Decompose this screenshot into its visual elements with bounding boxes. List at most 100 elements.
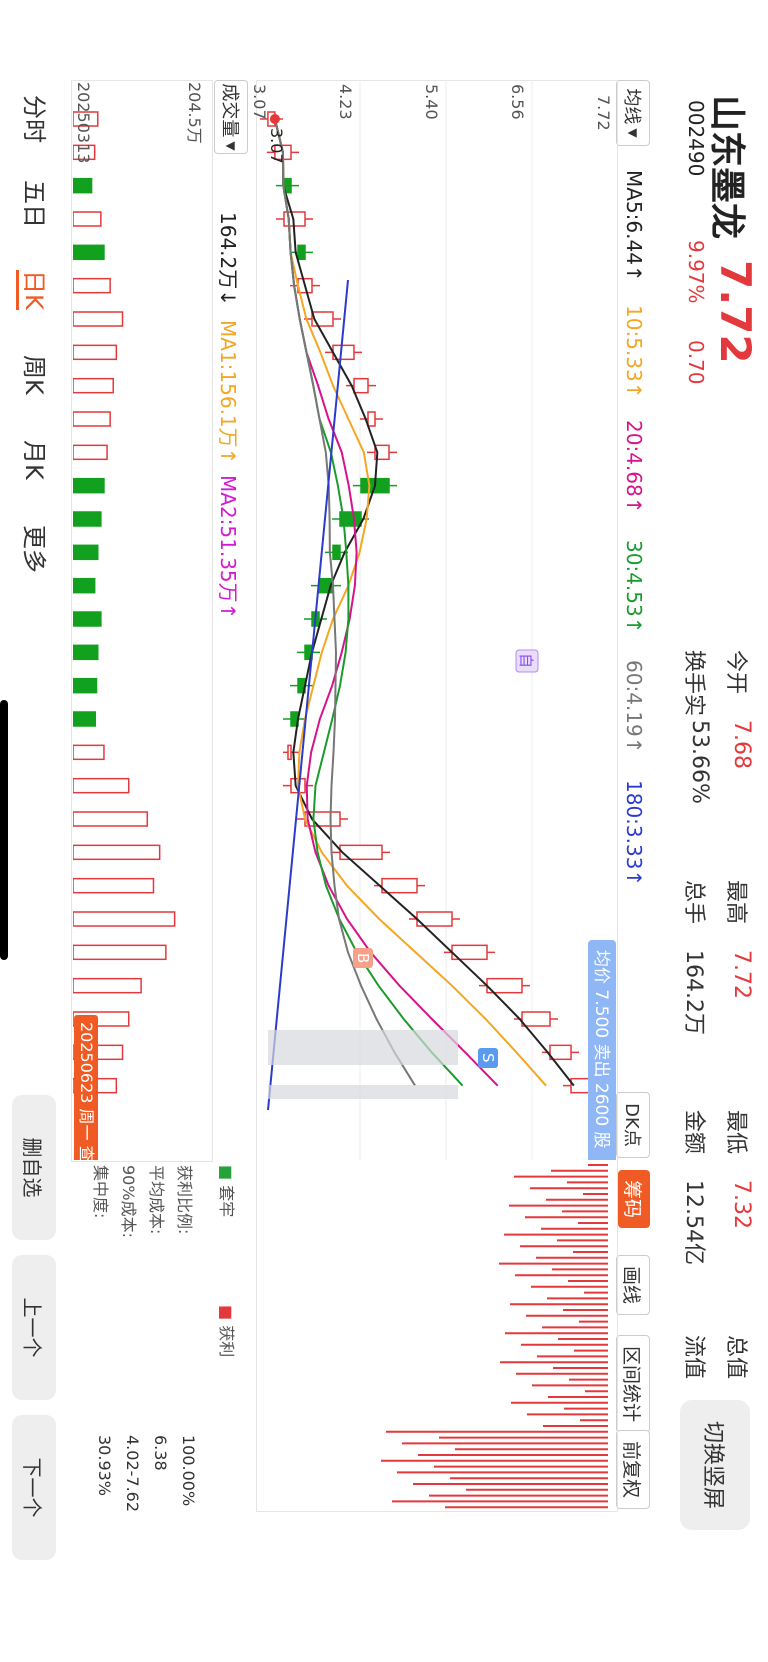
chip-row-label: 集中度: [91,1165,110,1219]
highlight-zone [268,1085,458,1099]
stat-value: 7.32 [729,1180,754,1229]
volume-bar [73,177,93,194]
ma-line [273,118,416,1087]
volume-bar [73,677,98,694]
bottom-tab-1[interactable]: 五日 [20,180,48,228]
ma-value-5: 180:3.33↑ [622,780,646,887]
volume-bar [73,977,142,994]
right-tab-1[interactable]: 画线 [616,1255,650,1316]
stat-label: 金额 [681,1110,706,1155]
stat-label: 总值 [723,1335,748,1380]
chip-row-value: 4.02-7.62 [123,1435,142,1513]
stat-label: 最高 [723,880,748,925]
action-button-0[interactable]: 删自选 [12,1095,56,1240]
volume-bar [73,844,161,861]
volume-bar [73,777,130,794]
candle [521,1011,551,1027]
change-value: 0.70 [684,340,708,385]
candle [339,844,383,861]
s-tag [478,1048,498,1068]
start-date-label: 20250313 [74,82,93,164]
right-tab-2[interactable]: 区间统计 [616,1335,650,1434]
volume-bar [73,377,114,394]
volume-bar [73,811,149,827]
volume-bar [73,344,118,361]
legend-trap: ■ 套牢 [217,1165,236,1218]
chip-distribution [381,1164,608,1509]
ma-line [273,118,499,1087]
candle [549,1044,572,1061]
volume-value: 164.2万↓ [216,212,240,307]
ma-selector-label: 均线 [621,88,642,125]
stat-value: 164.2万 [681,950,706,1035]
self-tag [515,649,539,673]
volume-bar [73,411,111,427]
stat-label: 今开 [723,650,748,695]
stat-label: 最低 [723,1110,748,1155]
current-price-marker: 7.72 [616,1070,618,1106]
ma-value-0: MA5:6.44↑ [622,170,646,282]
volume-bar [73,477,105,494]
chevron-down-icon: ▼ [224,141,238,151]
low-marker-dot [269,114,280,124]
bottom-tab-5[interactable]: 更多 [20,525,48,573]
volume-bar [73,877,155,894]
volume-top-label: 204.5万 [185,82,204,144]
volume-bar [73,211,102,227]
volume-bar [73,111,99,127]
kline-chart[interactable]: 3.07 均价 7.500 卖出 2600 股 7.72 B S 自 [258,80,618,1160]
stat-label: 换手实 [681,650,706,717]
stock-price: 7.72 [711,260,760,364]
bottom-tab-4[interactable]: 月K [20,440,48,480]
action-button-2[interactable]: 下一个 [12,1415,56,1560]
stat-value: 7.72 [729,950,754,999]
ma-line-180 [267,279,349,1111]
ma-value-3: 30:4.53↑ [622,540,646,634]
volume-bar [73,544,99,561]
candle [381,877,418,894]
candle [287,744,292,761]
price-label: 4.23 [336,84,355,120]
price-label: 5.40 [422,84,441,120]
stat-label: 总手 [681,880,706,925]
action-button-1[interactable]: 上一个 [12,1255,56,1400]
ma-value-1: 10:5.33↑ [622,305,646,399]
chip-row-label: 获利比例: [175,1165,194,1235]
bottom-tab-2[interactable]: 日K [16,270,54,310]
switch-portrait-button[interactable]: 切换竖屏 [680,1400,750,1530]
low-marker-label: 3.07 [267,128,286,164]
price-label: 6.56 [508,84,527,120]
chip-row-label: 90%成本: [119,1165,138,1238]
dk-point-button[interactable]: DK点 [616,1092,650,1158]
price-label: 3.07 [250,84,269,120]
stock-name: 山东墨龙 [706,95,747,240]
legend-profit: ■ 获利 [217,1305,236,1358]
volume-ma1: MA1:156.1万↑ [216,320,240,465]
price-label: 7.72 [594,95,613,131]
ma-line [273,118,547,1087]
candle [353,377,369,394]
candle [332,544,341,561]
bottom-tab-3[interactable]: 周K [20,355,48,395]
chip-row-value: 30.93% [95,1435,114,1497]
volume-chart[interactable]: 20250623 周一 查看分时 › [73,80,213,1160]
volume-bar [73,911,176,927]
stat-value: 12.54亿 [681,1180,706,1265]
right-tab-0[interactable]: 筹码 [618,1170,650,1229]
ma-selector[interactable]: 均线 ▼ [616,80,650,146]
stat-value: 53.66% [687,720,712,804]
bottom-tab-0[interactable]: 分时 [20,95,48,143]
volume-bar [73,144,96,161]
volume-ma2: MA2:51.35万↑ [216,475,240,620]
volume-selector-label: 成交量 [219,83,240,138]
volume-selector[interactable]: 成交量 ▼ [214,80,248,154]
chevron-down-icon: ▼ [626,128,640,138]
candle [367,411,376,427]
home-indicator [0,700,8,960]
volume-bar [73,711,97,727]
candle [339,511,362,527]
self-tag-label: 自 [517,653,535,668]
candle [374,444,390,461]
right-tab-3[interactable]: 前复权 [616,1430,650,1510]
